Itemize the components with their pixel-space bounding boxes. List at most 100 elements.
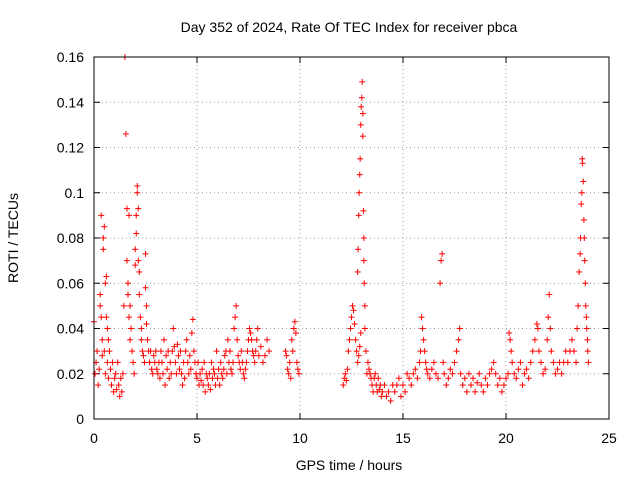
- data-point: [200, 382, 207, 389]
- data-point: [470, 375, 477, 382]
- x-tick-labels: 0 5 10 15 20 25: [90, 430, 617, 446]
- data-point: [357, 121, 364, 128]
- data-point: [472, 388, 479, 395]
- data-point: [534, 325, 541, 332]
- data-point: [342, 370, 349, 377]
- data-point: [127, 336, 134, 343]
- data-point: [124, 291, 131, 298]
- data-point: [164, 366, 171, 373]
- data-point: [240, 370, 247, 377]
- data-point: [160, 370, 167, 377]
- data-point: [238, 348, 245, 355]
- data-point: [199, 366, 206, 373]
- data-point: [357, 330, 364, 337]
- data-point: [517, 359, 524, 366]
- data-point: [131, 370, 138, 377]
- data-point: [488, 366, 495, 373]
- data-point: [482, 375, 489, 382]
- data-point: [113, 386, 120, 393]
- data-point: [521, 370, 528, 377]
- data-point: [383, 393, 390, 400]
- data-point: [354, 359, 361, 366]
- x-tick-label: 5: [193, 430, 201, 446]
- data-point: [356, 343, 363, 350]
- data-point: [135, 205, 142, 212]
- data-point: [179, 382, 186, 389]
- data-point: [257, 343, 264, 350]
- y-tick-label: 0.14: [57, 94, 84, 110]
- data-point: [424, 370, 431, 377]
- data-point: [92, 370, 99, 377]
- data-point: [162, 382, 169, 389]
- data-point: [138, 336, 145, 343]
- data-point: [123, 205, 130, 212]
- data-point: [118, 388, 125, 395]
- data-point: [492, 370, 499, 377]
- data-point: [581, 257, 588, 264]
- data-point: [438, 257, 445, 264]
- data-point: [130, 359, 137, 366]
- data-point: [350, 307, 357, 314]
- data-point: [127, 302, 134, 309]
- data-point: [214, 375, 221, 382]
- data-point: [204, 375, 211, 382]
- data-point: [282, 348, 289, 355]
- data-point: [376, 386, 383, 393]
- data-point: [106, 348, 113, 355]
- data-point: [247, 330, 254, 337]
- data-point: [152, 348, 159, 355]
- data-point: [251, 359, 258, 366]
- data-point: [149, 370, 156, 377]
- data-point: [205, 382, 212, 389]
- data-point: [122, 130, 129, 137]
- data-point: [294, 366, 301, 373]
- data-point: [234, 336, 241, 343]
- data-point: [440, 359, 447, 366]
- y-tick-labels: 0 0.02 0.04 0.06 0.08 0.1 0.12 0.14 0.16: [57, 49, 84, 427]
- data-point: [420, 336, 427, 343]
- data-point: [163, 352, 170, 359]
- chart-title: Day 352 of 2024, Rate Of TEC Index for r…: [181, 19, 518, 35]
- y-tick-label: 0.08: [57, 230, 84, 246]
- data-point: [402, 388, 409, 395]
- data-point: [576, 268, 583, 275]
- data-point: [248, 336, 255, 343]
- data-point: [494, 382, 501, 389]
- data-point: [583, 314, 590, 321]
- data-point: [98, 314, 105, 321]
- data-point: [189, 316, 196, 323]
- data-point: [229, 370, 236, 377]
- data-point: [266, 348, 273, 355]
- data-point: [358, 103, 365, 110]
- data-point: [375, 375, 382, 382]
- data-point: [253, 336, 260, 343]
- data-point: [505, 370, 512, 377]
- data-point: [545, 314, 552, 321]
- data-point: [221, 352, 228, 359]
- data-point: [359, 78, 366, 85]
- data-point: [513, 375, 520, 382]
- data-point: [506, 330, 513, 337]
- data-point: [138, 325, 145, 332]
- data-point: [210, 366, 217, 373]
- data-point: [227, 366, 234, 373]
- data-point: [172, 359, 179, 366]
- data-point: [126, 314, 133, 321]
- data-point: [133, 230, 140, 237]
- data-point: [295, 370, 302, 377]
- data-point: [346, 336, 353, 343]
- data-point: [173, 370, 180, 377]
- data-point: [187, 366, 194, 373]
- data-point: [437, 280, 444, 287]
- data-point: [359, 110, 366, 117]
- x-tick-label: 20: [498, 430, 514, 446]
- data-point: [455, 336, 462, 343]
- data-point: [195, 359, 202, 366]
- data-point: [351, 320, 358, 327]
- data-point: [423, 366, 430, 373]
- data-point: [511, 370, 518, 377]
- data-point: [531, 336, 538, 343]
- data-point: [381, 382, 388, 389]
- data-point: [123, 257, 130, 264]
- data-point: [161, 336, 168, 343]
